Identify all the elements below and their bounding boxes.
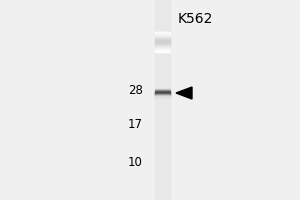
Text: K562: K562 [177,12,213,26]
Polygon shape [176,87,192,99]
Text: 17: 17 [128,118,143,132]
Text: 10: 10 [128,156,143,170]
Text: 28: 28 [128,84,143,97]
